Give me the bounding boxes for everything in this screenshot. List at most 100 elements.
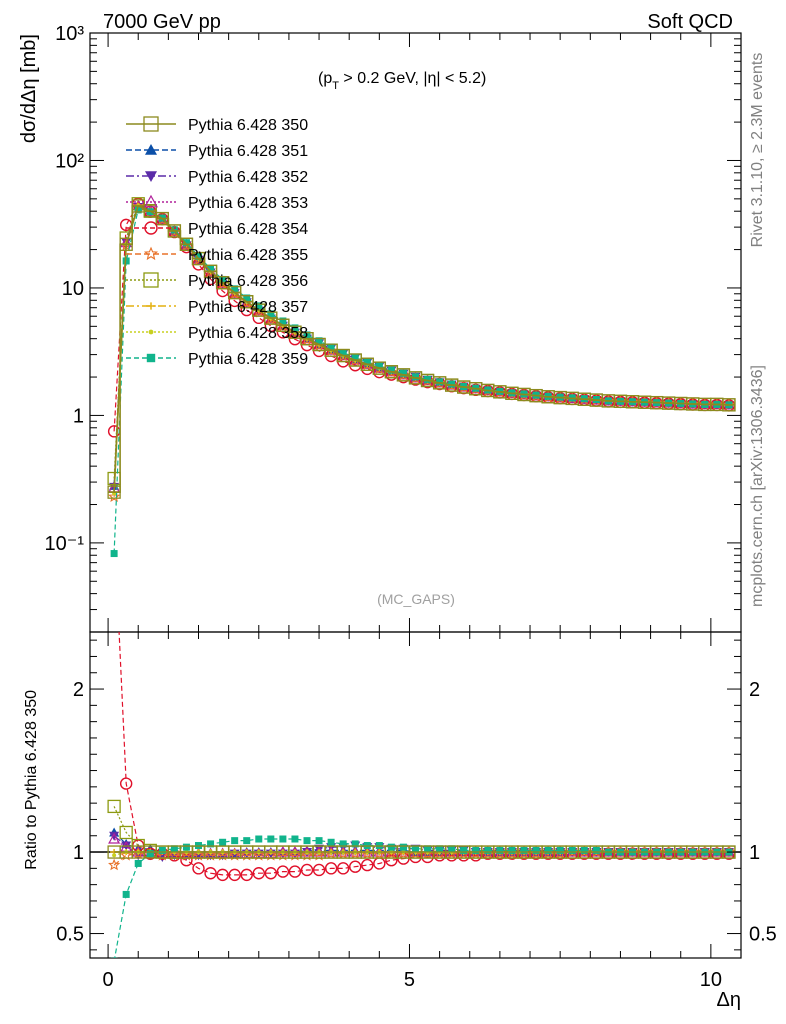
ratio-point-s359 [580, 846, 588, 854]
data-point-s359 [436, 378, 444, 386]
ratio-y-tick-label: 1 [73, 842, 84, 864]
data-point-s350 [191, 251, 206, 266]
legend: Pythia 6.428 350 Pythia 6.428 351 Pythia 6… [126, 116, 308, 368]
main-y-tick-label: 10 [62, 278, 84, 300]
main-y-tick-label: 10³ [55, 23, 84, 45]
legend-marker-s353 [143, 194, 159, 208]
ratio-point-s359 [592, 846, 600, 854]
legend-marker-s350 [143, 116, 159, 132]
data-point-s359 [255, 302, 263, 310]
ratio-point-s359 [134, 859, 142, 867]
data-point-s359 [182, 239, 190, 247]
mcplots-label: mcplots.cern.ch [arXiv:1306.3436] [749, 365, 766, 607]
ratio-point-s353 [108, 832, 121, 844]
ratio-point-s359 [182, 843, 190, 851]
legend-label-s355: Pythia 6.428 355 [188, 247, 308, 264]
data-point-s350 [240, 295, 254, 309]
legend-marker-s355 [143, 246, 159, 261]
data-point-s350 [264, 311, 278, 325]
data-point-s359 [110, 550, 118, 558]
ratio-point-s354 [240, 868, 253, 882]
data-point-s350 [155, 211, 169, 226]
main-y-tick-label: 1 [73, 405, 84, 427]
x-tick-label: 0 [103, 969, 114, 991]
ratio-point-s354 [324, 862, 338, 875]
ratio-point-s352 [109, 831, 120, 841]
data-point-s350 [179, 237, 194, 251]
data-point-s359 [363, 358, 371, 366]
ratio-point-s354 [119, 777, 133, 790]
ratio-point-s359 [508, 846, 516, 854]
ratio-point-s359 [231, 837, 239, 845]
ratio-point-s359 [207, 840, 215, 848]
ratio-point-s359 [496, 846, 504, 854]
data-point-s350 [276, 318, 290, 332]
data-point-s359 [207, 265, 215, 273]
ratio-point-s359 [544, 846, 552, 854]
data-point-s350 [119, 237, 133, 251]
ratio-point-s359 [315, 837, 323, 845]
ratio-point-s359 [327, 838, 335, 846]
ratio-point-s359 [243, 837, 251, 845]
data-point-s359 [134, 206, 142, 214]
ratio-y-tick-label-right: 2 [749, 679, 760, 701]
legend-label-s350: Pythia 6.428 350 [188, 117, 308, 134]
ratio-point-s359 [484, 846, 492, 854]
main-y-tick-label: 10² [55, 150, 84, 172]
ratio-point-s359 [267, 835, 275, 843]
data-point-s359 [303, 331, 311, 339]
ratio-y-tick-label: 2 [73, 679, 84, 701]
ratio-point-s354 [336, 862, 350, 875]
ratio-point-s354 [264, 867, 278, 880]
main-y-axis-label: dσ/dΔη [mb] [18, 34, 40, 143]
legend-marker-s354 [144, 221, 158, 235]
ratio-point-s354 [204, 867, 217, 880]
ratio-point-s359 [303, 837, 311, 845]
ratio-point-s354 [312, 863, 326, 877]
data-point-s359 [243, 294, 251, 302]
legend-marker-s357 [146, 302, 156, 310]
ratio-point-s354 [192, 862, 205, 875]
ratio-point-s358 [112, 853, 117, 858]
legend-marker-s358 [148, 329, 154, 335]
legend-marker-s356 [143, 272, 159, 288]
ratio-line-s354 [118, 632, 729, 876]
ratio-point-s359 [556, 846, 564, 854]
ratio-point-s359 [110, 957, 118, 958]
legend-label-s359: Pythia 6.428 359 [188, 351, 308, 368]
ratio-point-s359 [122, 890, 130, 898]
x-tick-label: 5 [404, 969, 415, 991]
ratio-point-s359 [520, 846, 528, 854]
data-point-s350 [167, 224, 182, 238]
ratio-y-axis-label: Ratio to Pythia 6.428 350 [23, 690, 40, 870]
data-point-s350 [215, 276, 230, 290]
data-point-s359 [219, 275, 227, 283]
ratio-point-s356 [107, 799, 121, 814]
data-point-s350 [228, 285, 242, 300]
legend-marker-s359 [146, 353, 156, 363]
data-point-s350 [203, 264, 218, 278]
ratio-point-s354 [276, 865, 290, 878]
ratio-point-s355 [108, 858, 121, 871]
legend-label-s358: Pythia 6.428 358 [188, 325, 308, 342]
data-point-s359 [267, 310, 275, 318]
ratio-point-s359 [532, 846, 540, 854]
data-point-s359 [279, 317, 287, 325]
ratio-point-s359 [472, 846, 480, 854]
legend-marker-s352 [145, 171, 157, 182]
analysis-watermark: (MC_GAPS) [377, 591, 455, 607]
ratio-point-s359 [351, 840, 359, 848]
ratio-point-s354 [109, 521, 120, 532]
ratio-point-s354 [288, 865, 302, 878]
main-y-tick-label: 10⁻¹ [45, 533, 85, 555]
x-tick-label: 10 [700, 969, 722, 991]
ratio-point-s354 [216, 868, 229, 882]
ratio-point-s359 [291, 835, 299, 843]
data-point-s350 [107, 485, 121, 499]
ratio-point-s359 [424, 845, 432, 853]
legend-label-s353: Pythia 6.428 353 [188, 195, 308, 212]
ratio-y-tick-label: 0.5 [56, 924, 84, 946]
ratio-point-s359 [170, 845, 178, 853]
ratio-point-s356 [119, 825, 133, 840]
legend-label-s354: Pythia 6.428 354 [188, 221, 308, 238]
